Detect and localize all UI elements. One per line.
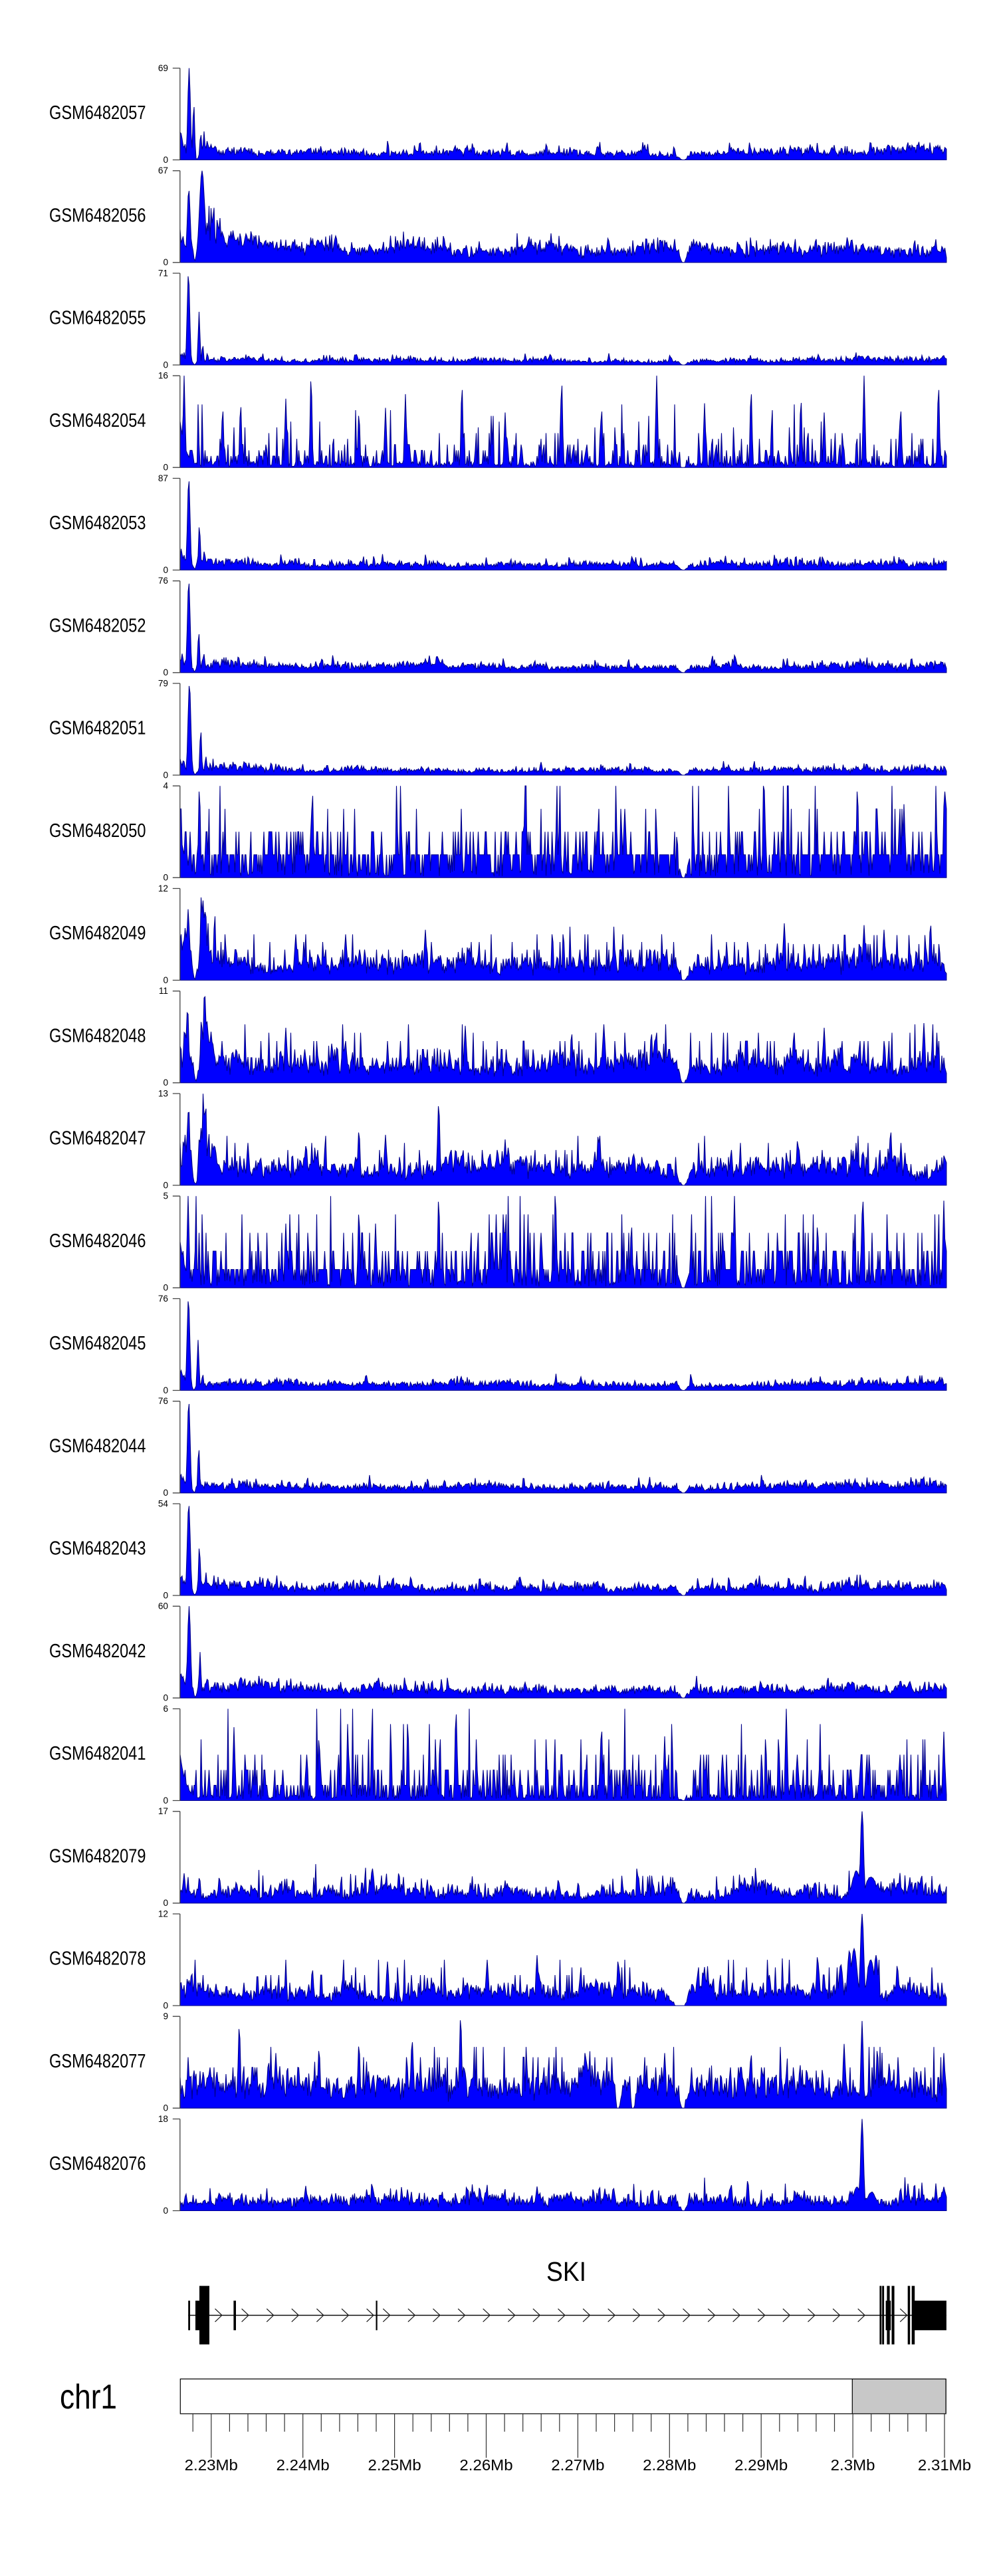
svg-text:GSM6482055: GSM6482055 (49, 308, 146, 329)
svg-text:0: 0 (163, 1898, 168, 1908)
svg-text:GSM6482050: GSM6482050 (49, 820, 146, 842)
svg-text:0: 0 (163, 257, 168, 267)
svg-text:6: 6 (163, 1704, 168, 1714)
svg-text:2.31Mb: 2.31Mb (918, 2456, 971, 2474)
svg-text:5: 5 (163, 1191, 168, 1201)
svg-text:76: 76 (158, 1294, 168, 1304)
svg-text:11: 11 (159, 986, 168, 996)
svg-text:2.24Mb: 2.24Mb (277, 2456, 330, 2474)
svg-text:GSM6482048: GSM6482048 (49, 1025, 146, 1046)
svg-text:0: 0 (163, 1078, 168, 1088)
svg-text:71: 71 (158, 268, 168, 278)
svg-text:13: 13 (158, 1088, 168, 1098)
svg-text:0: 0 (163, 975, 168, 985)
svg-text:87: 87 (158, 473, 168, 483)
svg-text:79: 79 (158, 678, 168, 688)
svg-text:0: 0 (163, 1283, 168, 1293)
svg-text:67: 67 (158, 166, 168, 176)
svg-text:GSM6482049: GSM6482049 (49, 923, 146, 944)
svg-text:76: 76 (158, 576, 168, 586)
svg-text:GSM6482078: GSM6482078 (49, 1948, 146, 1970)
svg-text:0: 0 (163, 1180, 168, 1190)
svg-text:0: 0 (163, 1385, 168, 1395)
svg-text:0: 0 (163, 463, 168, 473)
svg-text:2.3Mb: 2.3Mb (831, 2456, 875, 2474)
svg-text:9: 9 (163, 2012, 168, 2022)
svg-text:2.28Mb: 2.28Mb (643, 2456, 696, 2474)
svg-text:GSM6482041: GSM6482041 (49, 1743, 146, 1764)
svg-text:0: 0 (163, 2206, 168, 2216)
svg-text:0: 0 (163, 2000, 168, 2010)
svg-text:GSM6482077: GSM6482077 (49, 2051, 146, 2072)
svg-text:GSM6482056: GSM6482056 (49, 205, 146, 226)
svg-text:4: 4 (163, 781, 168, 791)
svg-text:GSM6482054: GSM6482054 (49, 410, 146, 431)
svg-text:GSM6482047: GSM6482047 (49, 1128, 146, 1149)
svg-text:GSM6482053: GSM6482053 (49, 513, 146, 534)
svg-text:2.27Mb: 2.27Mb (551, 2456, 604, 2474)
svg-text:0: 0 (163, 1590, 168, 1600)
svg-text:76: 76 (158, 1396, 168, 1406)
svg-text:SKI: SKI (546, 2256, 586, 2287)
svg-text:0: 0 (163, 360, 168, 370)
svg-text:2.23Mb: 2.23Mb (185, 2456, 238, 2474)
svg-text:GSM6482076: GSM6482076 (49, 2153, 146, 2174)
svg-text:0: 0 (163, 1796, 168, 1806)
svg-text:2.29Mb: 2.29Mb (734, 2456, 788, 2474)
svg-text:2.26Mb: 2.26Mb (459, 2456, 512, 2474)
svg-text:GSM6482042: GSM6482042 (49, 1641, 146, 1662)
svg-text:69: 69 (158, 63, 168, 73)
svg-text:0: 0 (163, 1488, 168, 1498)
svg-text:GSM6482043: GSM6482043 (49, 1538, 146, 1560)
svg-text:12: 12 (158, 883, 168, 893)
svg-text:GSM6482051: GSM6482051 (49, 718, 146, 739)
svg-text:0: 0 (163, 1693, 168, 1703)
svg-text:16: 16 (158, 371, 168, 381)
svg-text:54: 54 (158, 1498, 169, 1508)
svg-text:0: 0 (163, 2103, 168, 2113)
svg-text:12: 12 (158, 1909, 168, 1919)
svg-text:18: 18 (158, 2114, 168, 2124)
svg-text:0: 0 (163, 770, 168, 780)
svg-text:2.25Mb: 2.25Mb (368, 2456, 421, 2474)
svg-text:0: 0 (163, 667, 168, 677)
svg-text:GSM6482057: GSM6482057 (49, 102, 146, 124)
svg-text:60: 60 (158, 1601, 169, 1611)
svg-text:0: 0 (163, 873, 168, 883)
svg-text:GSM6482044: GSM6482044 (49, 1435, 146, 1457)
svg-text:chr1: chr1 (60, 2378, 117, 2416)
svg-text:17: 17 (158, 1806, 168, 1816)
svg-text:GSM6482052: GSM6482052 (49, 615, 146, 636)
svg-text:GSM6482046: GSM6482046 (49, 1230, 146, 1252)
svg-text:GSM6482079: GSM6482079 (49, 1845, 146, 1867)
svg-text:0: 0 (163, 155, 168, 165)
svg-text:GSM6482045: GSM6482045 (49, 1333, 146, 1354)
svg-text:0: 0 (163, 565, 168, 575)
